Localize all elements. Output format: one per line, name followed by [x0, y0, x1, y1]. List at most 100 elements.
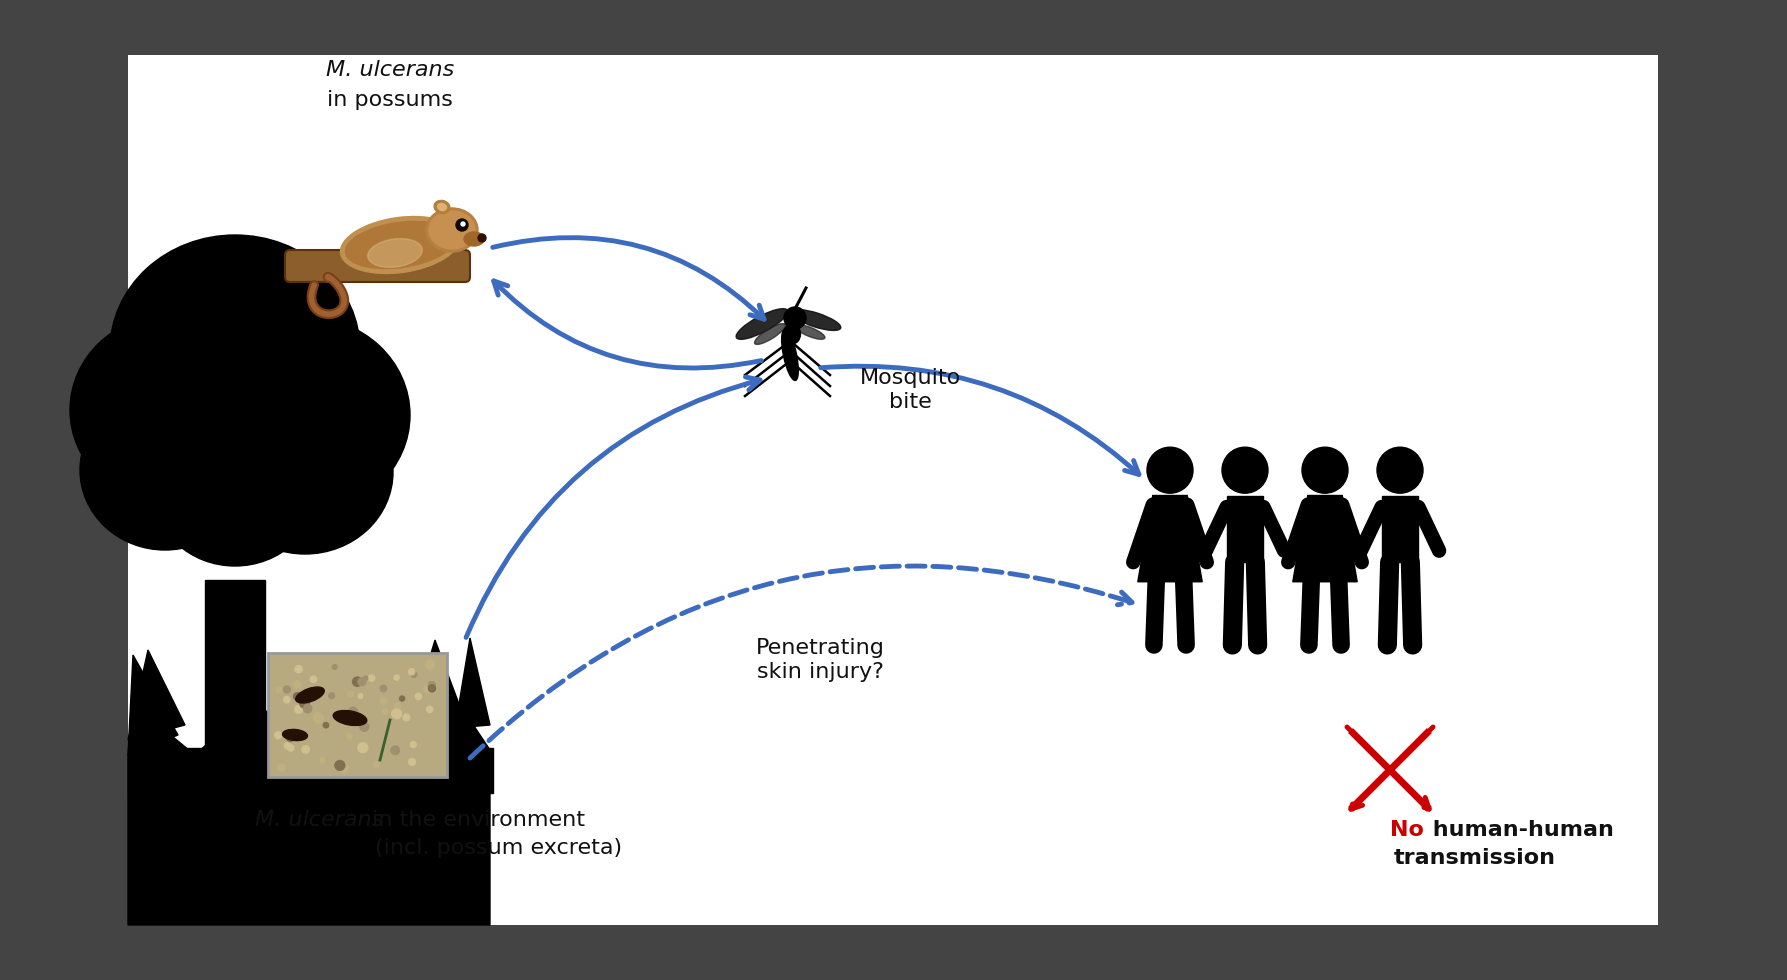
Circle shape: [382, 709, 388, 714]
Ellipse shape: [438, 204, 447, 211]
Ellipse shape: [200, 317, 409, 513]
Circle shape: [411, 671, 416, 677]
Ellipse shape: [792, 310, 842, 330]
Ellipse shape: [429, 211, 475, 249]
Circle shape: [368, 675, 375, 681]
Text: M. ulcerans: M. ulcerans: [256, 810, 382, 830]
Ellipse shape: [216, 390, 393, 554]
Circle shape: [477, 234, 486, 242]
Circle shape: [300, 699, 309, 708]
Ellipse shape: [781, 329, 799, 380]
Circle shape: [284, 697, 289, 703]
Circle shape: [357, 678, 366, 686]
Ellipse shape: [368, 238, 422, 268]
Circle shape: [424, 685, 432, 693]
Circle shape: [297, 730, 302, 735]
Text: No: No: [1390, 820, 1424, 840]
Ellipse shape: [795, 324, 826, 339]
Circle shape: [400, 696, 404, 701]
Circle shape: [347, 734, 352, 739]
FancyBboxPatch shape: [284, 250, 470, 282]
Circle shape: [288, 745, 295, 751]
Text: transmission: transmission: [1394, 848, 1556, 868]
Circle shape: [425, 660, 434, 669]
Text: M. ulcerans: M. ulcerans: [325, 60, 454, 80]
Text: Penetrating
skin injury?: Penetrating skin injury?: [756, 638, 885, 682]
Circle shape: [373, 761, 379, 767]
Circle shape: [359, 722, 368, 731]
Ellipse shape: [425, 208, 477, 252]
Polygon shape: [456, 638, 490, 728]
Ellipse shape: [139, 350, 331, 530]
Circle shape: [456, 219, 468, 231]
Circle shape: [340, 764, 348, 773]
Text: human-human: human-human: [1424, 820, 1614, 840]
Circle shape: [275, 732, 282, 739]
Ellipse shape: [465, 232, 484, 246]
Circle shape: [295, 665, 302, 673]
Circle shape: [404, 714, 409, 721]
Circle shape: [415, 693, 422, 700]
Circle shape: [357, 743, 368, 753]
Polygon shape: [407, 640, 465, 730]
Circle shape: [391, 709, 402, 718]
Circle shape: [286, 734, 293, 742]
Circle shape: [313, 713, 323, 723]
Circle shape: [1222, 447, 1269, 493]
Circle shape: [391, 746, 400, 755]
Circle shape: [1147, 447, 1194, 493]
Ellipse shape: [282, 729, 307, 741]
Circle shape: [784, 307, 806, 329]
Circle shape: [304, 705, 311, 712]
Circle shape: [277, 687, 282, 693]
Circle shape: [1378, 447, 1422, 493]
Ellipse shape: [341, 217, 459, 273]
Text: in possums: in possums: [327, 90, 452, 110]
Bar: [1226, 496, 1263, 563]
Circle shape: [381, 685, 386, 692]
Circle shape: [332, 664, 338, 669]
Circle shape: [461, 222, 465, 226]
Circle shape: [1303, 447, 1347, 493]
Ellipse shape: [154, 414, 316, 566]
Circle shape: [347, 691, 354, 697]
Polygon shape: [129, 700, 490, 925]
Circle shape: [277, 763, 286, 771]
Circle shape: [302, 746, 309, 753]
Circle shape: [284, 743, 291, 749]
Text: (incl. possum excreta): (incl. possum excreta): [375, 838, 622, 858]
Ellipse shape: [434, 200, 450, 214]
Circle shape: [329, 693, 334, 699]
Circle shape: [411, 742, 416, 748]
Circle shape: [320, 758, 325, 762]
Bar: [1381, 496, 1419, 563]
Bar: [206, 580, 264, 750]
FancyBboxPatch shape: [268, 653, 447, 777]
Ellipse shape: [332, 710, 366, 725]
Circle shape: [381, 698, 386, 704]
Circle shape: [352, 677, 361, 686]
Circle shape: [409, 668, 415, 675]
Text: Mosquito
bite: Mosquito bite: [860, 368, 961, 412]
Ellipse shape: [736, 309, 788, 339]
Circle shape: [311, 676, 316, 682]
Bar: [129, 55, 1658, 925]
Ellipse shape: [754, 323, 786, 344]
Circle shape: [284, 686, 291, 693]
Circle shape: [357, 694, 363, 699]
Circle shape: [334, 760, 345, 770]
Text: in the environment: in the environment: [365, 810, 584, 830]
Polygon shape: [1138, 496, 1203, 582]
Ellipse shape: [345, 221, 454, 269]
Polygon shape: [1292, 496, 1356, 582]
Bar: [129, 748, 493, 793]
Circle shape: [293, 681, 300, 688]
Circle shape: [429, 685, 436, 692]
Ellipse shape: [111, 235, 359, 465]
Ellipse shape: [783, 324, 801, 344]
Circle shape: [393, 704, 400, 710]
Polygon shape: [129, 650, 186, 740]
Ellipse shape: [80, 390, 250, 550]
Circle shape: [395, 675, 399, 680]
Circle shape: [429, 682, 436, 689]
